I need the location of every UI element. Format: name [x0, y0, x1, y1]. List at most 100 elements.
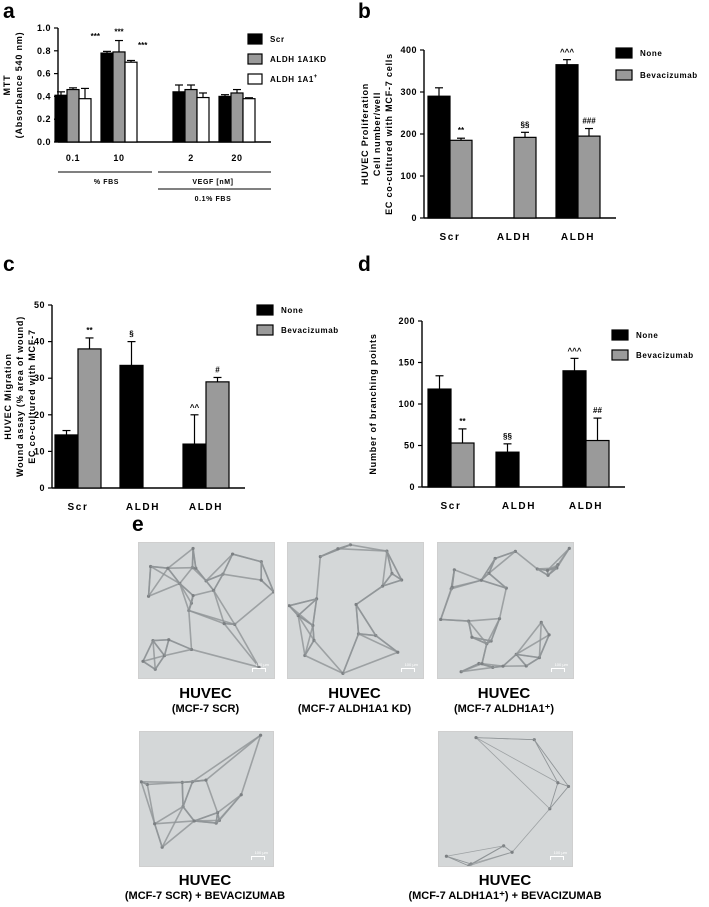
bar — [184, 88, 198, 143]
cell-network-strand — [152, 640, 157, 670]
cell-network-strand — [460, 662, 480, 673]
cell-network-strand — [205, 580, 215, 591]
cell-network-strand — [179, 583, 193, 604]
scale-bar — [551, 668, 565, 672]
y-tick-label: 400 — [400, 45, 417, 55]
cell-network-strand — [153, 823, 163, 848]
cell-network-strand — [205, 779, 219, 813]
cell-network-strand — [467, 620, 473, 638]
cell-network-strand — [222, 573, 262, 581]
legend-swatch — [256, 304, 274, 316]
cell-network-strand — [451, 579, 482, 589]
cell-network-strand — [498, 587, 508, 619]
scale-bar — [550, 856, 564, 860]
y-tick-label: 1.0 — [37, 23, 51, 33]
cell-network-strand — [480, 558, 496, 581]
x-tick-label: Scr — [441, 501, 462, 512]
cell-network-strand — [454, 569, 482, 581]
bar — [577, 135, 601, 219]
cell-network-strand — [446, 855, 472, 865]
cell-network-strand — [195, 567, 207, 582]
micrograph-kd: 100 µm — [287, 542, 424, 679]
cell-node — [259, 733, 263, 737]
significance-label: §§ — [503, 432, 512, 441]
bar — [172, 91, 186, 143]
caption-subtitle: (MCF-7 ALDH1A1⁺) + BEVACIZUMAB — [408, 890, 602, 902]
cell-network-strand — [163, 639, 170, 656]
legend-swatch — [615, 69, 633, 81]
legend-swatch — [611, 329, 629, 341]
cell-network-strand — [182, 779, 207, 784]
cell-network-strand — [471, 636, 492, 642]
cell-network-strand — [468, 845, 504, 866]
bar — [449, 139, 473, 219]
bar — [66, 88, 80, 143]
cell-network-strand — [386, 550, 403, 581]
bar — [230, 92, 244, 143]
legend-swatch — [611, 349, 629, 361]
cell-node — [510, 850, 514, 854]
cell-network-strand — [304, 625, 314, 656]
cell-network-strand — [488, 550, 516, 574]
group-label: VEGF [nM] — [192, 179, 233, 186]
y-axis-label: (Absorbance 540 nm) — [14, 32, 24, 139]
cell-network-strand — [161, 820, 195, 848]
cell-network-strand — [212, 590, 225, 624]
bar — [182, 443, 207, 489]
y-tick-label: 100 — [400, 171, 417, 181]
cell-network-strand — [154, 805, 184, 825]
cell-network-strand — [503, 845, 513, 853]
cell-network-strand — [439, 587, 453, 620]
micrograph-background — [438, 543, 573, 678]
cell-network-strand — [222, 553, 234, 575]
legend-label: Scr — [270, 35, 285, 44]
bar — [119, 364, 144, 489]
cell-network-strand — [167, 567, 181, 584]
y-tick-label: 200 — [398, 316, 415, 326]
cell-network-strand — [178, 583, 190, 611]
legend-label: Bevacizumab — [636, 351, 694, 360]
cell-network-strand — [234, 623, 260, 668]
cell-network-strand — [167, 566, 193, 570]
cell-network-strand — [313, 639, 344, 674]
cell-network-strand — [205, 553, 234, 582]
chart-d-branching: 0 50 100 150 200 Number of branching points §§… — [368, 316, 694, 512]
y-tick-label: 40 — [34, 337, 45, 347]
cell-network-strand — [446, 845, 504, 857]
micrograph-scr-bevacizumab: 100 µm — [139, 731, 274, 867]
cell-network-strand — [147, 566, 152, 597]
cell-network-strand — [223, 623, 260, 668]
cell-network-strand — [342, 651, 399, 675]
cell-node — [480, 662, 484, 666]
cell-network-strand — [147, 567, 169, 597]
micrograph-caption-kd: HUVEC (MCF-7 ALDH1A1 KD) — [267, 685, 442, 716]
caption-title: HUVEC — [477, 685, 531, 702]
cell-node — [474, 736, 478, 740]
significance-label: ** — [458, 126, 465, 135]
cell-network-strand — [315, 556, 322, 599]
cell-network-strand — [240, 734, 262, 796]
y-axis-label: MTT — [2, 75, 12, 96]
significance-label: # — [215, 365, 220, 374]
micrograph-texture — [438, 543, 573, 678]
cell-network-strand — [525, 656, 540, 667]
y-tick-label: 20 — [34, 410, 45, 420]
micrograph-texture — [439, 732, 572, 866]
significance-label: *** — [91, 32, 101, 41]
cell-network-strand — [205, 573, 224, 582]
cell-network-strand — [515, 653, 527, 667]
cell-network-strand — [142, 640, 154, 662]
cell-node — [396, 650, 400, 654]
cell-network-strand — [142, 654, 165, 663]
cell-network-strand — [152, 640, 166, 657]
bar — [78, 98, 92, 143]
cell-network-strand — [440, 618, 469, 622]
cell-network-strand — [481, 643, 488, 664]
y-tick-label: 0.2 — [37, 114, 51, 124]
panel-letter-c: c — [3, 253, 15, 276]
cell-network-strand — [224, 622, 235, 626]
cell-node — [192, 819, 196, 823]
y-tick-label: 150 — [398, 358, 415, 368]
cell-network-strand — [188, 610, 193, 650]
y-tick-label: 50 — [404, 441, 415, 451]
